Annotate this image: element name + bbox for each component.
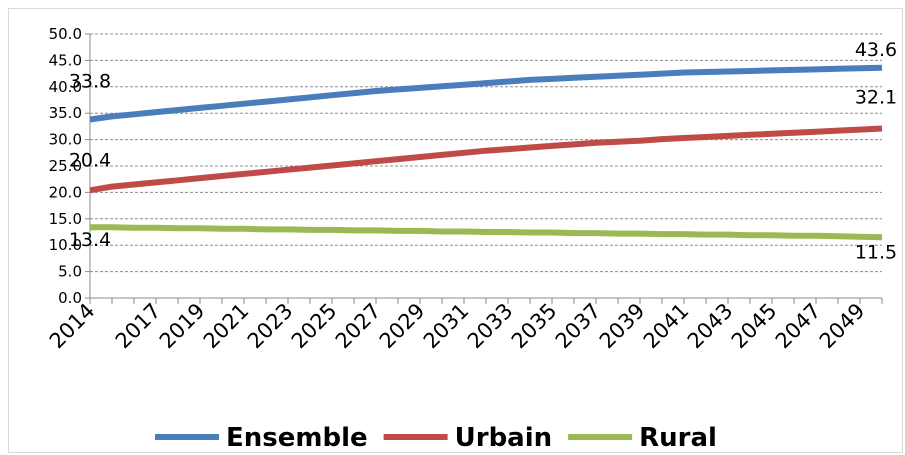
x-tick-label: 2037: [551, 299, 606, 354]
legend-label: Rural: [639, 423, 717, 453]
y-tick-label: 15.0: [49, 210, 82, 228]
x-tick-label: 2041: [639, 299, 694, 354]
y-tick-label: 30.0: [49, 131, 82, 149]
data-label-start: 13.4: [69, 229, 111, 251]
x-tick-label: 2043: [683, 299, 738, 354]
x-tick-label: 2039: [595, 299, 650, 354]
gridlines: [90, 33, 882, 273]
legend-label: Ensemble: [226, 423, 368, 453]
y-tick-label: 45.0: [49, 51, 82, 69]
y-tick-label: 40.0: [49, 78, 82, 96]
data-labels: 33.8 43.6 20.4 32.1 13.4 11.5: [69, 39, 897, 263]
series-line-rural: [90, 224, 883, 241]
y-tick-label: 50.0: [49, 25, 82, 43]
x-tick-label: 2049: [815, 299, 870, 354]
x-tick-label: 2029: [375, 299, 430, 354]
y-tick-label: 0.0: [58, 289, 82, 307]
data-label-end: 43.6: [855, 39, 897, 61]
data-label-end: 32.1: [855, 87, 897, 109]
x-tick-label: 2033: [463, 299, 518, 354]
x-axis-ticks: 2014 201720192021202320252027202920312033…: [45, 298, 883, 354]
data-label-start: 33.8: [69, 71, 111, 93]
series-line-urbain: [89, 125, 883, 194]
y-tick-label: 35.0: [49, 104, 82, 122]
x-tick-label: 2019: [155, 299, 210, 354]
x-tick-label: 2035: [507, 299, 562, 354]
data-label-end: 11.5: [855, 241, 897, 263]
legend-label: Urbain: [455, 423, 553, 453]
x-tick-label: 2047: [771, 299, 826, 354]
y-tick-label: 10.0: [49, 236, 82, 254]
x-tick-label: 2045: [727, 299, 782, 354]
legend: Ensemble Urbain Rural: [155, 423, 717, 453]
series-lines: [89, 64, 883, 241]
y-tick-label: 5.0: [58, 263, 82, 281]
x-tick-label: 2025: [287, 299, 342, 354]
series-line-ensemble: [89, 64, 883, 123]
y-tick-label: 20.0: [49, 183, 82, 201]
y-axis-ticks: 0.0 5.0 10.0 15.0 20.0 25.0 30.0 35.0 40.0 45.0 50…: [49, 25, 90, 307]
x-tick-label: 2031: [419, 299, 474, 354]
x-tick-label: 2027: [331, 299, 386, 354]
x-tick-label: 2023: [243, 299, 298, 354]
y-tick-label: 25.0: [49, 157, 82, 175]
x-tick-label: 2021: [199, 299, 254, 354]
x-tick-label: 2017: [111, 299, 166, 354]
data-label-start: 20.4: [69, 149, 111, 171]
